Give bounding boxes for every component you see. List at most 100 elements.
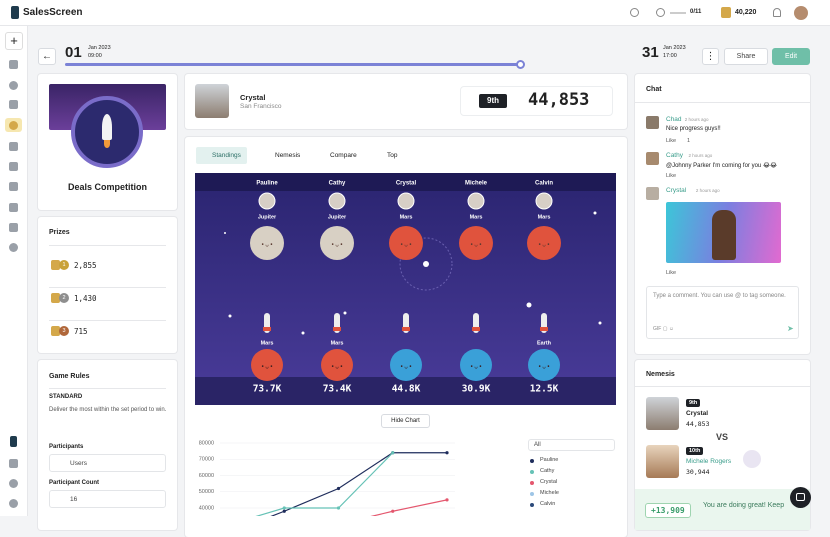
me-name: Crystal (686, 410, 709, 417)
nav-icon[interactable] (9, 223, 18, 232)
them-name: Michele Rogers (686, 458, 732, 465)
avatar[interactable] (794, 6, 808, 20)
rules-description: Deliver the most within the set period t… (49, 407, 167, 413)
start-month: Jan 2023 (88, 45, 111, 51)
top-planet (459, 226, 493, 260)
chat-time: 2 hours ago (684, 117, 709, 122)
brand: SalesScreen (23, 7, 83, 18)
nav-icon[interactable] (9, 60, 18, 69)
top-bar: SalesScreen 0/11 40,220 (0, 0, 830, 26)
share-button[interactable]: Share (724, 48, 768, 65)
bell-icon[interactable] (773, 8, 781, 17)
more-button[interactable]: ⋮ (702, 48, 719, 65)
player-name: Cathy (329, 181, 346, 187)
competition-title: Deals Competition (67, 182, 147, 192)
rocket (102, 114, 112, 140)
rules-mode: STANDARD (49, 394, 83, 400)
filter-select[interactable]: All (528, 439, 615, 451)
game-scene: Pauline Jupiter • ᴗ • Mars • ᴗ • 73.7K Cathy Ju… (195, 173, 616, 405)
nav-icon[interactable] (9, 142, 18, 151)
y-tick-label: 40000 (199, 505, 214, 511)
orbit (399, 237, 453, 291)
orbit-dot (423, 261, 429, 267)
coin-icon (51, 293, 60, 303)
prize-row-bg (49, 320, 166, 321)
edit-button[interactable]: Edit (772, 48, 810, 65)
prizes-card: Prizes 1 2,855 2 1,430 3 715 (38, 217, 177, 353)
like-count: 1 (687, 138, 691, 144)
like-button[interactable]: Like (666, 138, 677, 144)
bottom-planet (460, 349, 492, 381)
me-score: 44,853 (686, 420, 710, 428)
nav-icon[interactable] (9, 100, 18, 109)
like-button[interactable]: Like (666, 270, 677, 276)
nav-icon[interactable] (9, 81, 18, 90)
top-planet-label: Mars (400, 214, 413, 220)
y-tick-label: 80000 (199, 440, 214, 446)
hide-chart-button[interactable]: Hide Chart (381, 414, 430, 428)
end-day: 31 (642, 44, 659, 61)
coin-icon (51, 260, 60, 270)
send-button[interactable]: ➤ (787, 324, 794, 333)
nav-active[interactable] (5, 118, 22, 132)
top-planet (389, 226, 423, 260)
nav-icon[interactable] (9, 182, 18, 191)
player-name: Pauline (256, 181, 278, 187)
names-band (195, 173, 616, 191)
nav-icon[interactable] (9, 479, 18, 488)
planet-face: • ᴗ • (332, 243, 343, 249)
series-line (370, 499, 448, 516)
tab[interactable]: Standings (196, 147, 247, 164)
competition-card: Deals Competition (38, 74, 177, 210)
chat-author[interactable]: Cathy (666, 152, 683, 159)
timeline-handle[interactable] (516, 60, 525, 69)
tab[interactable]: Top (387, 152, 398, 159)
top-planet-label: Jupiter (258, 214, 277, 220)
nav-icon[interactable] (9, 162, 18, 171)
values-band (195, 377, 616, 405)
star (526, 302, 532, 308)
prize-row-bg (49, 287, 166, 288)
coin-icon (51, 326, 60, 336)
chat-author[interactable]: Chad (666, 116, 682, 123)
chat-time: 2 hours ago (695, 188, 720, 193)
star (301, 331, 305, 335)
y-tick-label: 50000 (199, 489, 214, 495)
profile-score: 44,853 (528, 90, 590, 110)
chat-author[interactable]: Crystal (666, 187, 687, 194)
top-planet-label: Mars (470, 214, 483, 220)
series-line (255, 452, 394, 516)
player-avatar (467, 192, 485, 210)
player-value: 73.7K (253, 384, 282, 395)
chat-avatar (646, 152, 659, 165)
add-button[interactable]: + (5, 32, 23, 50)
like-button[interactable]: Like (666, 173, 677, 179)
prize-rank: 1 (59, 260, 69, 270)
comment-tools[interactable]: GIF ▢ ☺ (653, 326, 674, 332)
top-planet-label: Jupiter (328, 214, 347, 220)
rocket-fin (402, 327, 410, 331)
nav-icon[interactable] (9, 243, 18, 252)
comment-box[interactable]: Type a comment. You can use @ to tag som… (646, 286, 799, 339)
nav-icon[interactable] (9, 499, 18, 508)
tab[interactable]: Nemesis (275, 152, 301, 159)
prize-amount: 715 (74, 327, 88, 336)
coins: 40,220 (735, 9, 757, 16)
search-icon[interactable] (630, 8, 639, 17)
back-button[interactable]: ← (38, 48, 56, 65)
chat-gif[interactable] (666, 202, 781, 263)
legend-swatch (530, 470, 534, 474)
profile-card: Crystal San Francisco 9th 44,853 (185, 74, 627, 129)
series-line (270, 452, 447, 516)
prize-rank: 2 (59, 293, 69, 303)
star (228, 314, 232, 318)
nav-icon[interactable] (9, 459, 18, 468)
tab[interactable]: Compare (330, 152, 357, 159)
rocket-fin (472, 327, 480, 331)
chat-fab[interactable] (790, 487, 811, 508)
nav-icon[interactable] (9, 203, 18, 212)
divider (635, 102, 810, 103)
planet-face: • ᴗ • (332, 365, 343, 371)
star (593, 211, 597, 215)
me-photo (646, 397, 679, 430)
